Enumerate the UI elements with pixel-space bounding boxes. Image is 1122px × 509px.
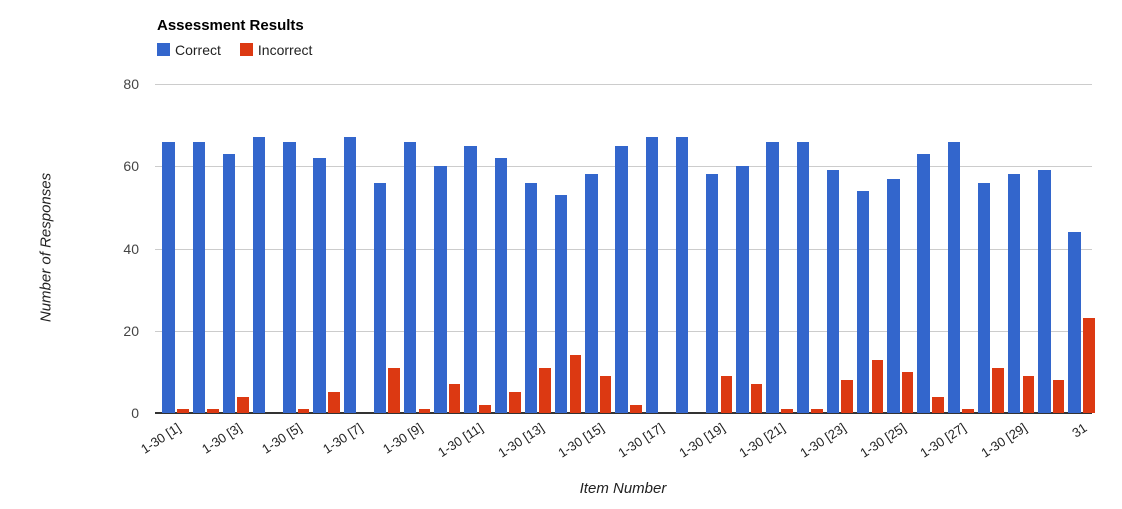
gridline-y-80	[155, 84, 1092, 85]
bar-incorrect-item-16[interactable]	[630, 404, 642, 413]
bar-correct-item-22[interactable]	[796, 141, 810, 413]
bar-incorrect-item-14[interactable]	[569, 355, 582, 413]
bar-correct-item-21[interactable]	[766, 141, 779, 413]
bar-correct-item-8[interactable]	[373, 182, 387, 413]
x-tick-label-17: 1-30 [17]	[615, 420, 667, 461]
bar-incorrect-item-11[interactable]	[479, 404, 491, 413]
bar-incorrect-item-26[interactable]	[932, 396, 944, 413]
bar-incorrect-item-29[interactable]	[1022, 375, 1035, 413]
x-tick-label-21: 1-30 [21]	[736, 420, 788, 461]
bar-correct-item-1[interactable]	[162, 141, 175, 413]
bar-correct-item-5[interactable]	[283, 141, 296, 413]
bar-correct-item-11[interactable]	[464, 145, 477, 413]
bar-incorrect-item-23[interactable]	[841, 380, 854, 413]
x-tick-label-25: 1-30 [25]	[857, 420, 909, 461]
y-axis-title: Number of Responses	[37, 172, 55, 323]
bar-incorrect-item-3[interactable]	[237, 396, 250, 413]
bar-incorrect-item-13[interactable]	[539, 367, 552, 413]
x-tick-label-3: 1-30 [3]	[198, 420, 245, 457]
x-tick-label-31: 31	[1069, 420, 1090, 441]
x-axis-baseline	[155, 412, 1092, 414]
bar-incorrect-item-1[interactable]	[177, 408, 189, 413]
bar-correct-item-7[interactable]	[343, 137, 357, 413]
bar-correct-item-14[interactable]	[554, 195, 568, 413]
x-tick-label-15: 1-30 [15]	[555, 420, 607, 461]
chart-legend: Correct Incorrect	[157, 41, 313, 58]
bar-correct-item-19[interactable]	[705, 174, 719, 413]
bar-correct-item-4[interactable]	[252, 137, 266, 413]
bar-correct-item-9[interactable]	[403, 141, 417, 413]
x-tick-label-7: 1-30 [7]	[319, 420, 365, 457]
bar-correct-item-6[interactable]	[313, 158, 326, 413]
bar-correct-item-18[interactable]	[675, 137, 689, 413]
bar-incorrect-item-25[interactable]	[901, 371, 914, 413]
incorrect-series-swatch-icon	[239, 43, 253, 56]
bar-incorrect-item-27[interactable]	[962, 408, 974, 413]
legend-item-correct: Correct	[157, 42, 221, 58]
x-tick-label-13: 1-30 [13]	[494, 420, 547, 461]
bar-correct-item-12[interactable]	[494, 158, 508, 413]
y-tick-label-40: 40	[123, 240, 139, 257]
bar-incorrect-item-10[interactable]	[448, 384, 461, 413]
y-tick-label-20: 20	[123, 322, 139, 339]
bar-correct-item-23[interactable]	[826, 170, 840, 413]
bar-incorrect-item-19[interactable]	[720, 375, 733, 413]
bar-incorrect-item-15[interactable]	[599, 375, 612, 413]
bar-incorrect-item-30[interactable]	[1052, 380, 1065, 413]
bar-correct-item-30[interactable]	[1038, 170, 1051, 413]
bar-correct-item-29[interactable]	[1007, 174, 1021, 413]
correct-series-swatch-icon	[157, 43, 170, 56]
bar-correct-item-2[interactable]	[192, 141, 206, 413]
bar-correct-item-3[interactable]	[222, 153, 236, 413]
y-tick-label-0: 0	[131, 405, 139, 421]
chart-title: Assessment Results	[157, 17, 304, 34]
bar-incorrect-item-20[interactable]	[750, 384, 763, 413]
bar-incorrect-item-22[interactable]	[811, 408, 823, 413]
legend-label-correct: Correct	[175, 41, 221, 58]
bar-incorrect-item-12[interactable]	[509, 392, 521, 413]
bar-correct-item-16[interactable]	[615, 145, 628, 413]
bar-correct-item-17[interactable]	[645, 137, 659, 413]
bar-correct-item-31[interactable]	[1068, 232, 1081, 413]
bar-correct-item-27[interactable]	[947, 141, 961, 413]
bar-incorrect-item-21[interactable]	[781, 408, 793, 413]
bar-correct-item-15[interactable]	[585, 174, 598, 413]
bar-incorrect-item-31[interactable]	[1083, 318, 1095, 413]
x-tick-label-19: 1-30 [19]	[676, 420, 728, 461]
x-tick-label-27: 1-30 [27]	[917, 420, 969, 461]
bar-correct-item-28[interactable]	[977, 182, 991, 413]
bar-correct-item-25[interactable]	[887, 178, 900, 413]
bar-incorrect-item-28[interactable]	[992, 367, 1005, 413]
x-tick-label-29: 1-30 [29]	[978, 420, 1030, 461]
bar-incorrect-item-2[interactable]	[207, 408, 219, 413]
bar-incorrect-item-8[interactable]	[388, 367, 401, 413]
x-tick-label-1: 1-30 [1]	[138, 420, 184, 457]
x-tick-label-23: 1-30 [23]	[796, 420, 849, 461]
bar-correct-item-20[interactable]	[736, 166, 749, 413]
legend-label-incorrect: Incorrect	[257, 41, 313, 58]
bar-incorrect-item-6[interactable]	[328, 392, 340, 413]
y-tick-label-80: 80	[123, 76, 139, 92]
bar-incorrect-item-9[interactable]	[418, 408, 431, 413]
bar-correct-item-24[interactable]	[856, 190, 870, 413]
x-tick-label-5: 1-30 [5]	[259, 420, 305, 457]
bar-incorrect-item-24[interactable]	[871, 359, 884, 413]
legend-item-incorrect: Incorrect	[239, 41, 313, 58]
bar-correct-item-10[interactable]	[434, 166, 447, 413]
bar-correct-item-26[interactable]	[917, 153, 930, 413]
bar-incorrect-item-5[interactable]	[297, 408, 310, 413]
x-tick-label-11: 1-30 [11]	[435, 420, 486, 461]
bar-correct-item-13[interactable]	[524, 182, 538, 413]
y-tick-label-60: 60	[123, 158, 139, 175]
x-tick-label-9: 1-30 [9]	[380, 420, 426, 457]
x-axis-title: Item Number	[579, 480, 667, 497]
plot-area	[155, 84, 1095, 414]
